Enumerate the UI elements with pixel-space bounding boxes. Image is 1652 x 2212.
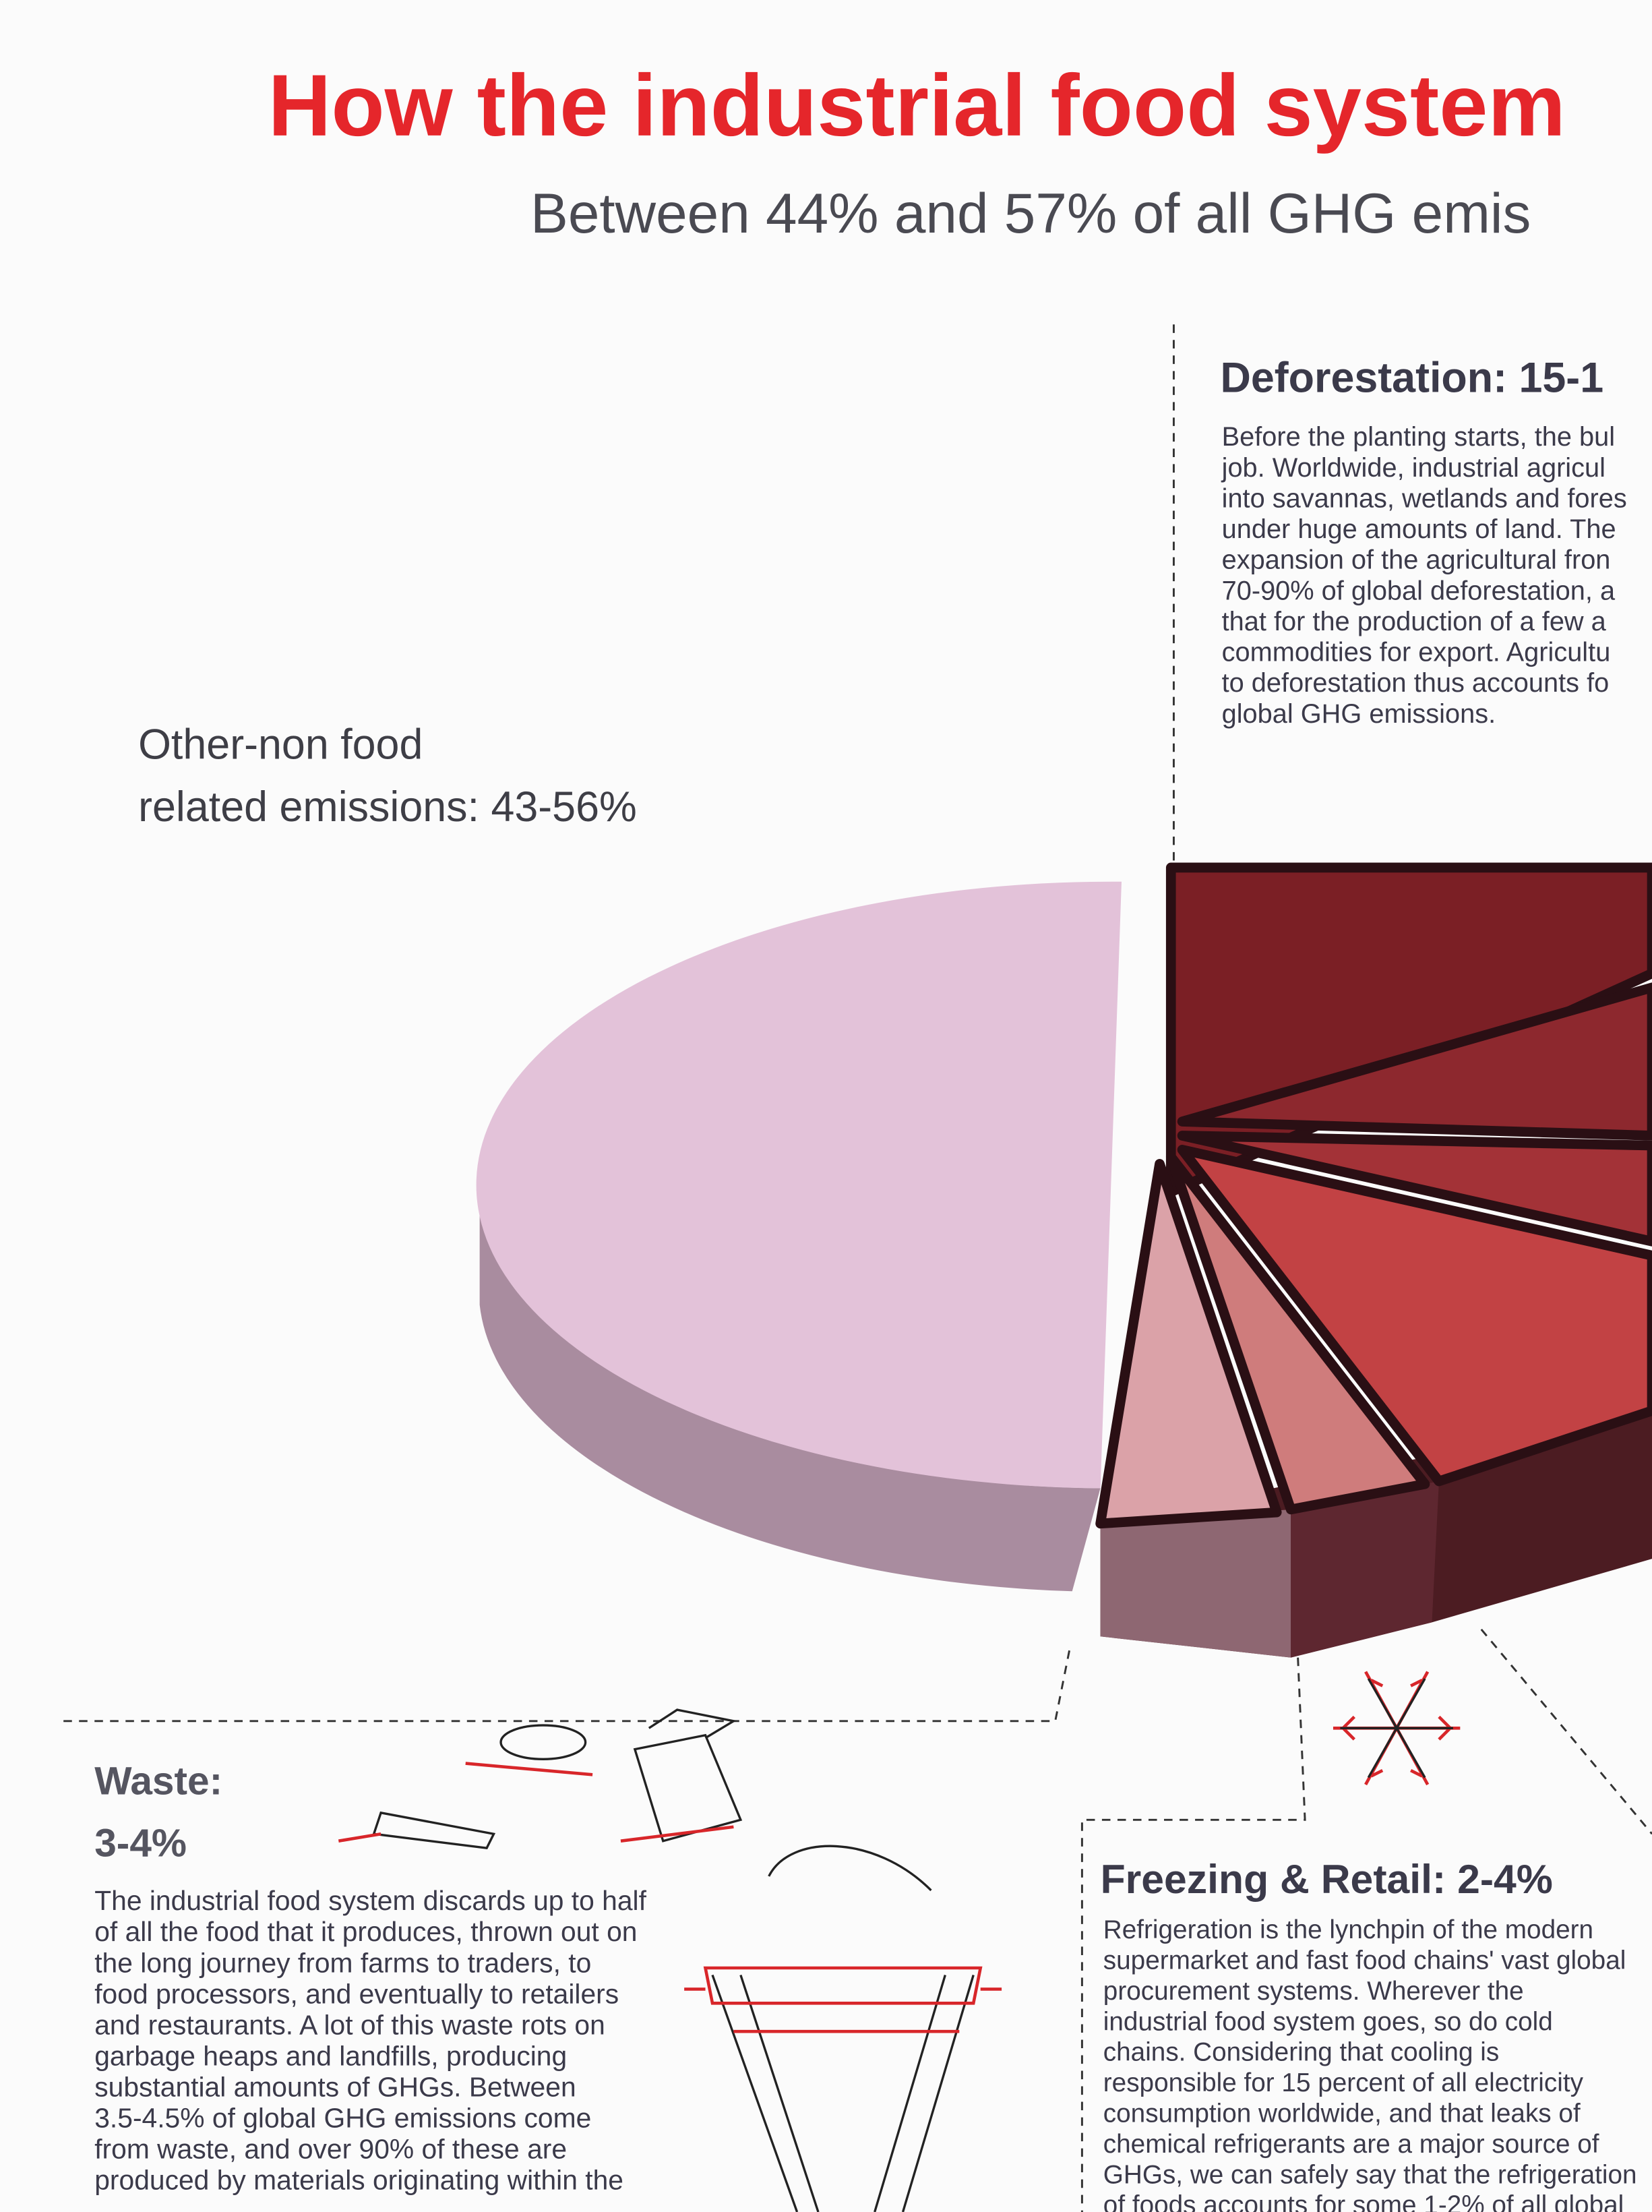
text-blocks: Other-non food related emissions: 43-56% D… (94, 355, 1636, 2212)
section-heading: Freezing & Retail: 2-4% (1101, 1856, 1553, 1902)
paragraph-line: under huge amounts of land. The (1222, 514, 1616, 544)
pie-slice (1177, 982, 1652, 1141)
connector (63, 1650, 1070, 1723)
snowflake-icon (1333, 1671, 1461, 1786)
paragraph-line: expansion of the agricultural fron (1222, 545, 1611, 575)
paragraph-line: produced by materials originating within… (94, 2165, 623, 2196)
pie-slice (476, 881, 1122, 1489)
paragraph-line: consumption worldwide, and that leaks of (1103, 2099, 1581, 2128)
pie-slice (1177, 1145, 1652, 1487)
waste-icons (338, 1708, 1002, 2212)
title: How the industrial food system (268, 57, 1566, 154)
label-line: Other-non food (138, 721, 423, 769)
paragraph-line: commodities for export. Agricultu (1222, 638, 1611, 667)
paragraph-line: from waste, and over 90% of these are (94, 2133, 567, 2164)
paragraph-line: into savannas, wetlands and fores (1222, 483, 1627, 513)
pie-slices (1095, 862, 1652, 1529)
connector (1480, 1628, 1652, 1835)
paragraph-line: that for the production of a few a (1222, 607, 1607, 636)
paragraph-line: Before the planting starts, the bul (1222, 422, 1615, 452)
paragraph-line: food processors, and eventually to retai… (94, 1978, 619, 2009)
paragraph-line: substantial amounts of GHGs. Between (94, 2071, 576, 2102)
pie-side (479, 1185, 1101, 1592)
section-heading: 3-4% (94, 1822, 187, 1865)
paragraph-line: the long journey from farms to traders, … (94, 1947, 591, 1978)
paragraph-line: chemical refrigerants are a major source… (1103, 2130, 1599, 2159)
paragraph-line: 3.5-4.5% of global GHG emissions come (94, 2102, 591, 2133)
pie-slice (1177, 1131, 1652, 1247)
section-heading: Waste: (94, 1760, 222, 1803)
section-heading: Deforestation: 15-1 (1221, 355, 1604, 402)
paragraph-line: of foods accounts for some 1-2% of all g… (1103, 2191, 1624, 2212)
paragraph-line: and restaurants. A lot of this waste rot… (94, 2009, 605, 2040)
paragraph-line: responsible for 15 percent of all electr… (1103, 2068, 1584, 2097)
paragraph-line: The industrial food system discards up t… (94, 1885, 646, 1916)
label-line: related emissions: 43-56% (138, 783, 637, 831)
paragraph-line: job. Worldwide, industrial agricul (1221, 453, 1605, 483)
paragraph-line: supermarket and fast food chains' vast g… (1103, 1946, 1626, 1975)
paragraph-line: 70-90% of global deforestation, a (1222, 576, 1616, 605)
pie-illustration (476, 862, 1652, 1658)
paragraph-line: chains. Considering that cooling is (1103, 2038, 1499, 2067)
paragraph-line: to deforestation thus accounts fo (1222, 668, 1610, 698)
paragraph-line: GHGs, we can safely say that the refrige… (1103, 2160, 1637, 2189)
paragraph-line: global GHG emissions. (1222, 699, 1496, 729)
pie-slice (1165, 1152, 1430, 1515)
paragraph-line: procurement systems. Wherever the (1103, 1977, 1524, 2006)
pie-slice (1095, 1158, 1282, 1529)
connector (1080, 1657, 1306, 2212)
paragraph-line: of all the food that it produces, thrown… (94, 1916, 637, 1947)
pie-side (1100, 1509, 1291, 1658)
paragraph-line: industrial food system goes, so do cold (1103, 2007, 1553, 2036)
pie-side (1291, 1481, 1439, 1658)
subtitle: Between 44% and 57% of all GHG emis (530, 181, 1531, 245)
paragraph-line: garbage heaps and landfills, producing (94, 2040, 567, 2071)
paragraph-line: Refrigeration is the lynchpin of the mod… (1103, 1915, 1593, 1944)
